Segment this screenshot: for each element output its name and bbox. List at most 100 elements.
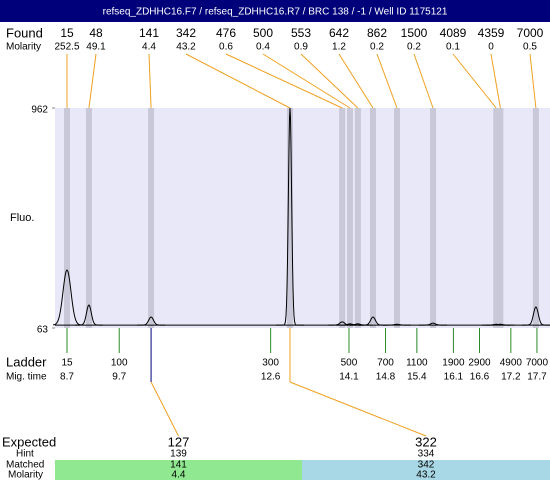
expected-molarity: 4.4 [172, 470, 186, 480]
ladder-size: 2900 [468, 358, 491, 369]
matched-value: 141 [170, 460, 187, 471]
found-size: 642 [329, 26, 349, 40]
found-molarity: 49.1 [86, 42, 106, 53]
peak-band [430, 108, 437, 328]
expected-value: 322 [415, 434, 437, 449]
peak-band [347, 108, 354, 328]
ladder-size: 7000 [526, 358, 549, 369]
found-molarity: 0 [488, 42, 494, 53]
expected-molarity: 43.2 [416, 470, 436, 480]
found-molarity: 252.5 [54, 42, 79, 53]
peak-connector [262, 53, 351, 109]
peak [521, 306, 550, 326]
match-connector [289, 381, 427, 437]
peak-band [339, 108, 346, 328]
found-size: 862 [367, 26, 387, 40]
found-molarity: 4.4 [142, 42, 156, 53]
found-molarity: 0.1 [446, 42, 460, 53]
molarity-label: Molarity [6, 42, 41, 53]
y-tick-label: 962 [31, 105, 48, 116]
found-size: 48 [89, 26, 103, 40]
ladder-time: 17.2 [501, 372, 521, 383]
expected-label: Expected [2, 434, 56, 449]
ladder-time: 9.7 [112, 372, 126, 383]
ladder-time: 17.7 [527, 372, 547, 383]
found-size: 1500 [401, 26, 428, 40]
peak-connector [338, 53, 374, 109]
found-molarity: 0.5 [523, 42, 537, 53]
peak-connector [148, 53, 152, 109]
plot-area [55, 108, 550, 328]
hint-value: 139 [170, 449, 187, 460]
found-molarity: 0.4 [256, 42, 270, 53]
found-size: 4089 [440, 26, 467, 40]
ladder-label: Ladder [6, 354, 47, 369]
peak-band [493, 108, 500, 328]
hint-label: Hint [16, 449, 34, 460]
peak [137, 316, 166, 326]
matched-label: Matched [6, 460, 44, 471]
peak-band [394, 108, 401, 328]
peak-connector [413, 53, 434, 109]
peak-band [497, 108, 504, 328]
peak-connector [490, 53, 501, 109]
peak-connector [529, 53, 537, 109]
found-molarity: 0.6 [219, 42, 233, 53]
ladder-size: 1900 [442, 358, 465, 369]
found-size: 476 [216, 26, 236, 40]
ladder-time: 16.1 [444, 372, 464, 383]
peak-band [354, 108, 361, 328]
found-size: 342 [176, 26, 196, 40]
y-tick-label: 63 [37, 325, 49, 336]
found-label: Found [6, 25, 43, 40]
title: refseq_ZDHHC16.F7 / refseq_ZDHHC16.R7 / … [103, 7, 448, 18]
peak-band [85, 108, 92, 328]
found-size: 7000 [517, 26, 544, 40]
found-molarity: 43.2 [176, 42, 196, 53]
peak-connector [300, 53, 359, 109]
found-molarity: 0.2 [407, 42, 421, 53]
matched-value: 342 [418, 460, 435, 471]
peak-band [286, 108, 293, 328]
peak [276, 107, 304, 326]
ladder-size: 1100 [406, 358, 428, 369]
matched-bar [302, 460, 550, 480]
peak-band [532, 108, 539, 328]
peak-band [369, 108, 376, 328]
title-bar [0, 0, 550, 22]
peak [53, 269, 81, 326]
ladder-size: 15 [61, 358, 73, 369]
found-size: 141 [139, 26, 159, 40]
y-label: Fluo. [10, 212, 34, 224]
ladder-time: 14.8 [376, 372, 396, 383]
peak [486, 323, 515, 326]
found-size: 500 [253, 26, 273, 40]
ladder-size: 4900 [500, 358, 523, 369]
peak-connector [185, 53, 291, 109]
mig-time-label: Mig. time [6, 372, 47, 383]
ladder-time: 16.6 [470, 372, 490, 383]
found-molarity: 0.9 [294, 42, 308, 53]
expected-molarity-label: Molarity [8, 470, 43, 480]
peak-band [148, 108, 155, 328]
ladder-time: 12.6 [261, 372, 281, 383]
peak [383, 323, 411, 326]
peak [74, 304, 103, 326]
found-molarity: 0.2 [370, 42, 384, 53]
ladder-time: 8.7 [60, 372, 74, 383]
ladder-size: 300 [262, 358, 279, 369]
match-connector [150, 381, 179, 437]
peak-connector [452, 53, 497, 109]
matched-bar [55, 460, 302, 480]
found-molarity: 1.2 [332, 42, 346, 53]
ladder-size: 700 [377, 358, 394, 369]
expected-value: 127 [168, 434, 190, 449]
peak-connector [88, 53, 97, 109]
ladder-size: 500 [341, 358, 358, 369]
hint-value: 334 [418, 449, 435, 460]
ladder-time: 15.4 [407, 372, 427, 383]
ladder-time: 14.1 [339, 372, 359, 383]
ladder-size: 100 [111, 358, 128, 369]
peak-connector [225, 53, 343, 109]
found-size: 15 [60, 26, 74, 40]
